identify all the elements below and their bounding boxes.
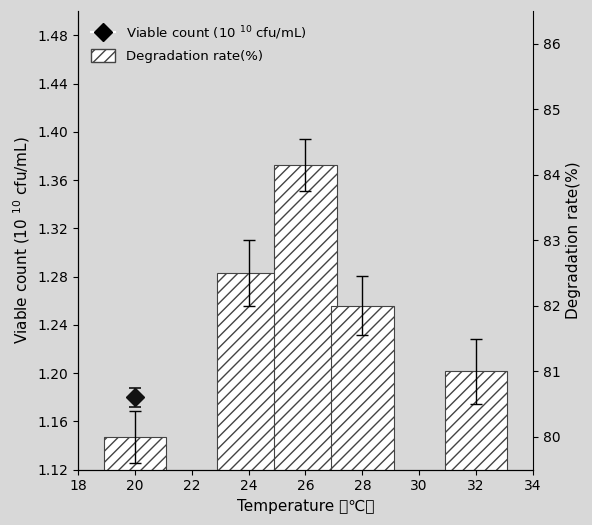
X-axis label: Temperature （℃）: Temperature （℃） [237,499,374,514]
Y-axis label: Degradation rate(%): Degradation rate(%) [566,162,581,319]
Bar [104,437,166,469]
Y-axis label: Viable count (10 $^{10}$ cfu/mL): Viable count (10 $^{10}$ cfu/mL) [11,136,32,344]
Bar [331,306,394,469]
Legend: Viable count (10 $^{10}$ cfu/mL), Degradation rate(%): Viable count (10 $^{10}$ cfu/mL), Degrad… [85,18,313,69]
Bar [274,165,337,469]
Bar [445,371,507,469]
Bar [217,273,280,469]
